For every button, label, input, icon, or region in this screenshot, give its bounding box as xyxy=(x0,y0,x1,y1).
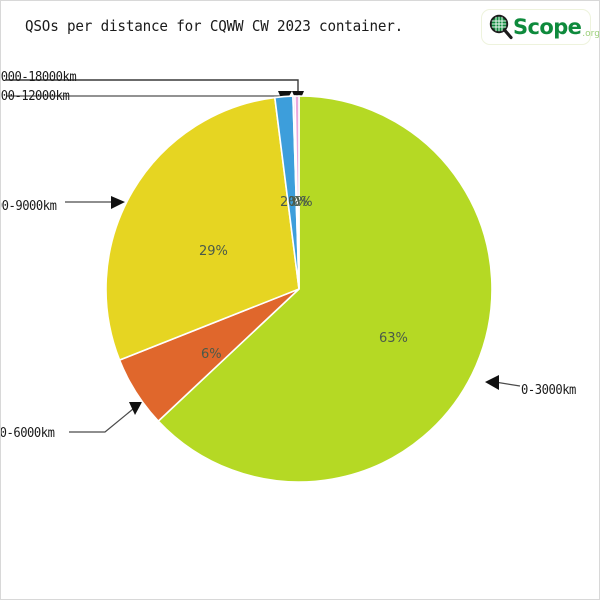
slice-6000-9000km-label: 6000-9000km xyxy=(1,198,57,214)
slice-6000-9000km[interactable] xyxy=(105,96,300,362)
page-title: QSOs per distance for CQWW CW 2023 conta… xyxy=(25,17,404,35)
pie-svg xyxy=(105,95,493,483)
slice-15000-18000km[interactable] xyxy=(294,95,300,290)
scope-logo[interactable]: Scope .org xyxy=(481,9,599,45)
slice-3000-6000km-label: 3000-6000km xyxy=(0,425,55,441)
globe-magnifier-icon xyxy=(487,13,515,41)
logo-tld: .org xyxy=(582,29,600,39)
slice-9000-12000km-label: 9000-12000km xyxy=(0,88,70,104)
slice-15000-18000km-label: 15000-18000km xyxy=(0,69,77,85)
slice-0-3000km[interactable] xyxy=(157,95,493,483)
logo-wordmark: Scope xyxy=(513,14,582,39)
slice-0-3000km-label: 0-3000km xyxy=(521,382,576,398)
pie-chart xyxy=(104,94,494,484)
